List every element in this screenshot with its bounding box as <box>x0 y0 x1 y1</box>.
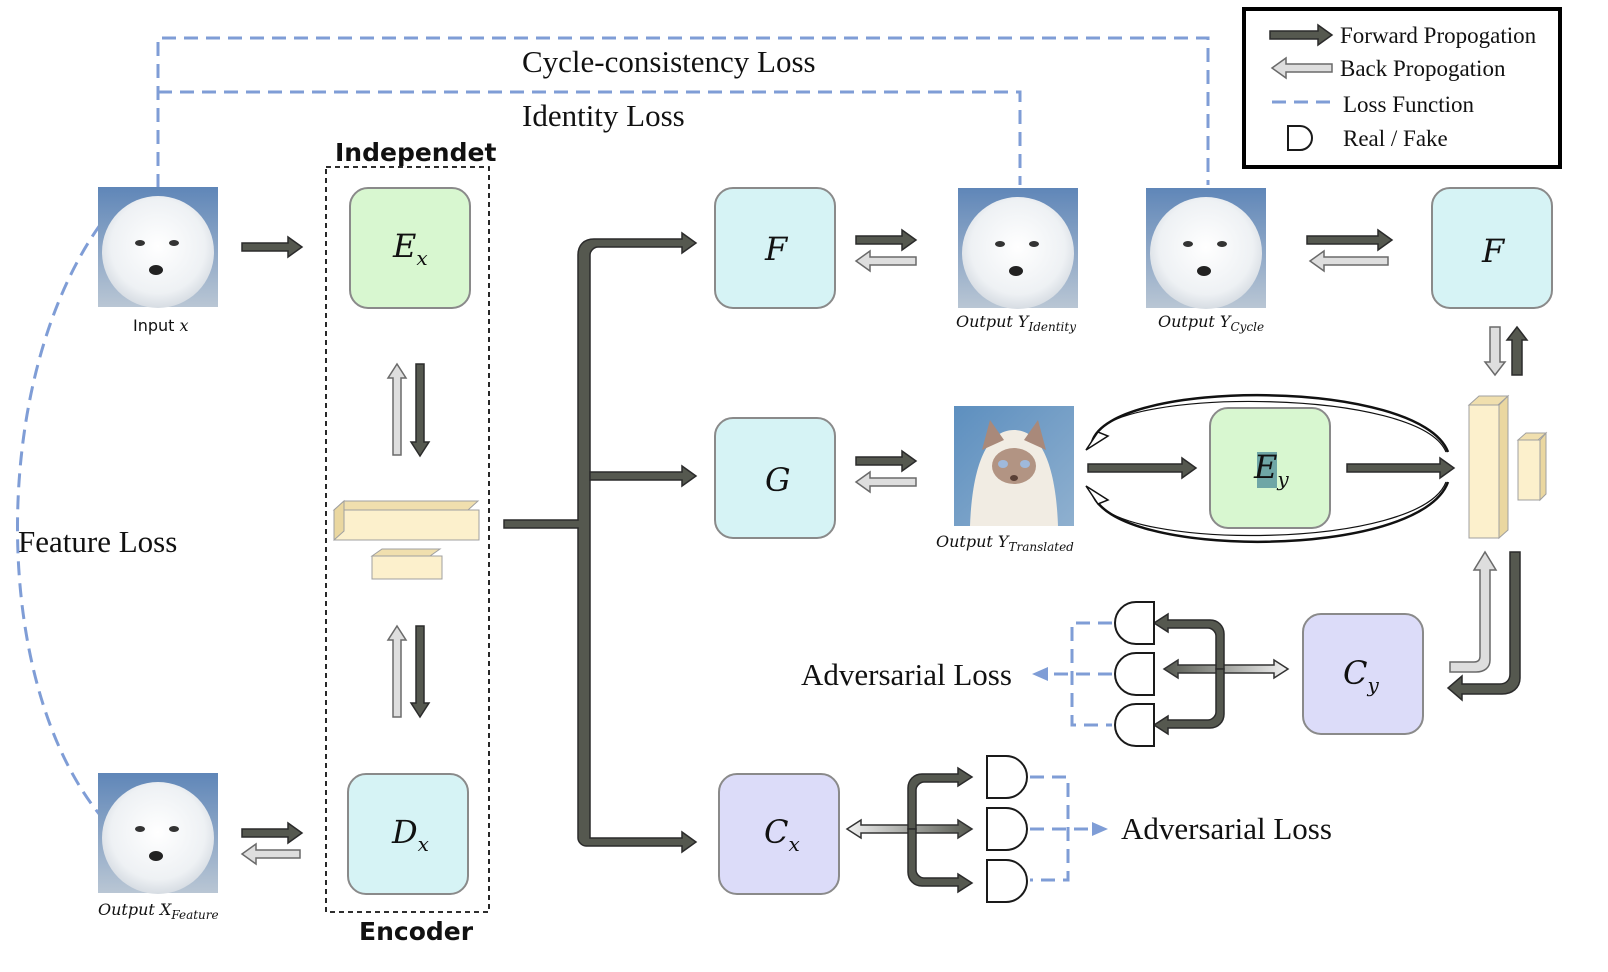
input-x-caption: Input x <box>133 316 189 335</box>
latent-feature-block <box>332 499 480 580</box>
translated-to-ey-arrow <box>1087 456 1198 480</box>
cx-to-gate-bottom-arrow <box>907 828 974 894</box>
ey-label: Ey <box>1253 448 1289 491</box>
cx-gate-top <box>986 755 1028 799</box>
cy-gate-bottom <box>1114 703 1155 747</box>
output-feature-image <box>98 773 218 894</box>
cy-gate-top <box>1114 601 1155 645</box>
f-cycle-forward-arrow <box>1306 228 1394 252</box>
output-translated-image <box>954 406 1074 526</box>
identity-loss-line <box>158 90 1022 185</box>
independent-encoder-frame <box>325 166 490 913</box>
cx-label: Cx <box>764 813 800 856</box>
decoder-forward-arrow-down <box>409 625 431 719</box>
back-arrow-icon <box>1270 56 1333 80</box>
dx-label: Dx <box>391 813 429 856</box>
ex-label: Ex <box>392 227 428 270</box>
output-cycle-image <box>1146 188 1266 309</box>
output-identity-caption: Output YIdentity <box>956 312 1076 334</box>
feature-loss-label: Feature Loss <box>18 524 177 559</box>
encoder-back-arrow-up <box>386 362 408 456</box>
cx-to-gate-top-arrow <box>907 766 974 830</box>
distribution-tree <box>503 231 698 854</box>
dx-decoder-box <box>347 773 469 895</box>
feature-loss-line <box>16 224 102 816</box>
encoder-title-top: Independet <box>335 138 496 167</box>
cy-gate-middle <box>1114 652 1155 696</box>
legend-real-fake-label: Real / Fake <box>1343 126 1448 151</box>
output-feature-forward-arrow <box>241 821 304 845</box>
g-label: G <box>765 461 791 499</box>
f-identity-back-arrow <box>854 249 917 273</box>
real-fake-gate-icon <box>1287 125 1313 151</box>
cy-label: Cy <box>1343 654 1379 697</box>
f-identity-forward-arrow <box>855 228 918 252</box>
g-forward-arrow <box>855 449 918 473</box>
ex-encoder-box <box>349 187 471 309</box>
f-cycle-back-arrow-down <box>1483 326 1507 377</box>
legend-forward-label: Forward Propogation <box>1340 23 1537 48</box>
encoder-forward-arrow-down <box>409 363 431 458</box>
cy-forward-elbow-arrow <box>1446 551 1521 702</box>
output-feature-caption: Output XFeature <box>98 900 219 922</box>
output-identity-image <box>958 188 1078 309</box>
cy-bidirectional-arrow <box>1162 658 1290 680</box>
target-feature-block <box>1467 394 1548 540</box>
encoder-title-bottom: Encoder <box>359 917 474 946</box>
cy-adversarial-dash <box>1032 621 1112 727</box>
cy-back-elbow-arrow <box>1449 550 1498 673</box>
f-cycle-box <box>1431 187 1553 309</box>
legend: Forward Propogation Back Propogation Los… <box>1242 7 1562 169</box>
ey-loop <box>1085 394 1450 543</box>
forward-arrow-icon <box>1269 23 1334 47</box>
identity-loss-label: Identity Loss <box>522 98 685 133</box>
f-identity-label: F <box>764 230 789 268</box>
cx-adversarial-dash <box>1030 775 1108 882</box>
f-cycle-label: F <box>1481 232 1506 270</box>
adversarial-loss-y-label: Adversarial Loss <box>801 657 1012 692</box>
decoder-back-arrow-up <box>386 624 408 718</box>
f-identity-box <box>714 187 836 309</box>
cy-to-gate-top-arrow <box>1152 612 1225 670</box>
output-feature-back-arrow <box>240 842 301 866</box>
cy-critic-box <box>1302 613 1424 735</box>
cx-gate-bottom <box>986 859 1028 903</box>
legend-loss-label: Loss Function <box>1343 92 1474 117</box>
legend-back-label: Back Propogation <box>1340 56 1506 81</box>
adversarial-loss-x-label: Adversarial Loss <box>1121 811 1332 846</box>
f-cycle-back-arrow <box>1308 249 1389 273</box>
cx-gate-middle <box>986 807 1028 851</box>
output-translated-caption: Output YTranslated <box>936 532 1074 554</box>
output-cycle-caption: Output YCycle <box>1158 312 1264 334</box>
input-forward-arrow <box>241 235 304 259</box>
cy-to-gate-bottom-arrow <box>1152 668 1225 736</box>
g-generator-box <box>714 417 836 539</box>
cx-critic-box <box>718 773 840 895</box>
g-back-arrow <box>854 470 917 494</box>
input-x-image <box>98 187 218 308</box>
cycle-consistency-loss-label: Cycle-consistency Loss <box>522 44 816 79</box>
f-cycle-forward-arrow-up <box>1505 325 1529 376</box>
cycle-consistency-loss-line <box>156 36 1210 188</box>
ey-highlight <box>1257 452 1277 488</box>
ey-to-feature-arrow <box>1346 456 1456 480</box>
